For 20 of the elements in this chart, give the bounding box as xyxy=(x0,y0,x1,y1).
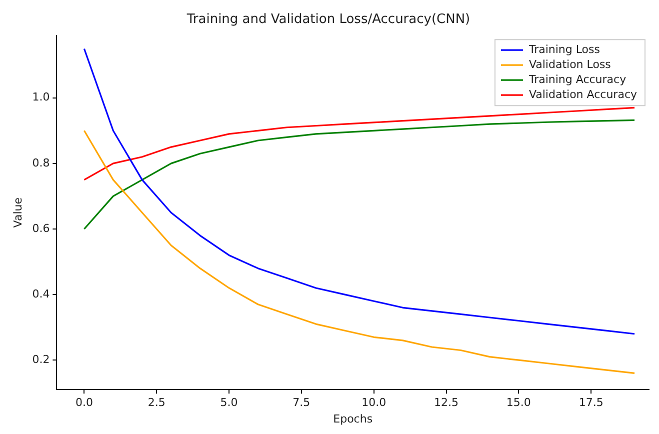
legend-label: Validation Accuracy xyxy=(528,88,638,101)
y-tick-label: 1.0 xyxy=(32,90,50,104)
legend-label: Training Accuracy xyxy=(528,72,627,86)
y-tick-label: 0.6 xyxy=(32,222,50,235)
y-tick-label: 0.2 xyxy=(32,352,50,366)
x-tick-label: 17.5 xyxy=(578,396,604,410)
x-tick-label: 2.5 xyxy=(148,396,166,410)
x-tick-label: 10.0 xyxy=(362,396,386,410)
x-tick-label: 15.0 xyxy=(506,396,531,410)
x-tick-label: 12.5 xyxy=(434,396,459,410)
y-axis-title: Value xyxy=(11,197,24,228)
y-tick-label: 0.4 xyxy=(32,287,50,300)
legend-label: Training Loss xyxy=(528,42,600,56)
chart-title: Training and Validation Loss/Accuracy(CNN) xyxy=(186,12,470,28)
x-tick-label: 7.5 xyxy=(292,396,310,410)
x-tick-label: 5.0 xyxy=(220,396,238,410)
legend-label: Validation Loss xyxy=(528,58,612,71)
y-tick-label: 0.8 xyxy=(32,156,50,170)
x-axis-title: Epochs xyxy=(333,412,373,426)
x-tick-label: 0.0 xyxy=(75,396,93,410)
